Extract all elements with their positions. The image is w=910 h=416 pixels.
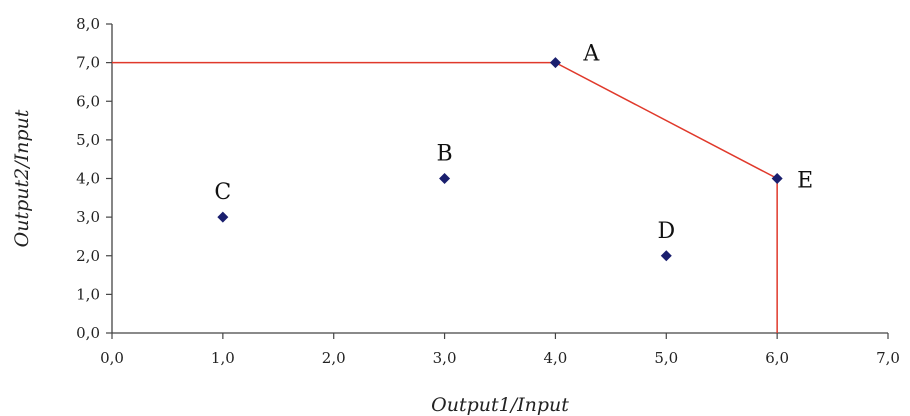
frontier-line: [112, 61, 778, 333]
point-label-e: E: [797, 169, 813, 194]
y-tick-label: 0,0: [76, 324, 100, 342]
x-tick-label: 0,0: [100, 349, 124, 367]
x-tick-label: 2,0: [322, 349, 346, 367]
data-point-d: [660, 250, 672, 262]
y-tick-label: 2,0: [76, 247, 100, 265]
data-point-c: [217, 211, 229, 223]
point-label-a: A: [582, 42, 600, 67]
axes: 0,0 1,0 2,0 3,0 4,0 5,0 6,0 7,0 8,0 0,0 1,0 2,0 3,0 4…: [76, 15, 900, 367]
point-label-b: B: [436, 142, 452, 167]
frontier-layer: [112, 61, 778, 333]
x-axis-title: Output1/Input: [431, 394, 569, 416]
y-tick-label: 6,0: [76, 92, 100, 110]
y-axis-title: Output2/Input: [11, 109, 33, 247]
y-tick-label: 1,0: [76, 285, 100, 303]
y-tick-label: 8,0: [76, 15, 100, 33]
x-tick-label: 1,0: [211, 349, 235, 367]
x-tick-label: 4,0: [543, 349, 567, 367]
point-label-d: D: [657, 219, 675, 244]
data-point-a: [549, 57, 561, 69]
x-tick-label: 3,0: [433, 349, 457, 367]
y-tick-label: 4,0: [76, 170, 100, 188]
y-tick-label: 5,0: [76, 131, 100, 149]
point-label-c: C: [214, 180, 231, 205]
x-tick-label: 6,0: [765, 349, 789, 367]
data-point-b: [439, 173, 451, 184]
y-tick-label: 7,0: [76, 54, 100, 72]
x-tick-label: 7,0: [876, 349, 900, 367]
x-tick-label: 5,0: [654, 349, 678, 367]
y-tick-label: 3,0: [76, 208, 100, 226]
data-point-e: [771, 173, 783, 184]
points-layer: A B C D E: [214, 42, 813, 262]
